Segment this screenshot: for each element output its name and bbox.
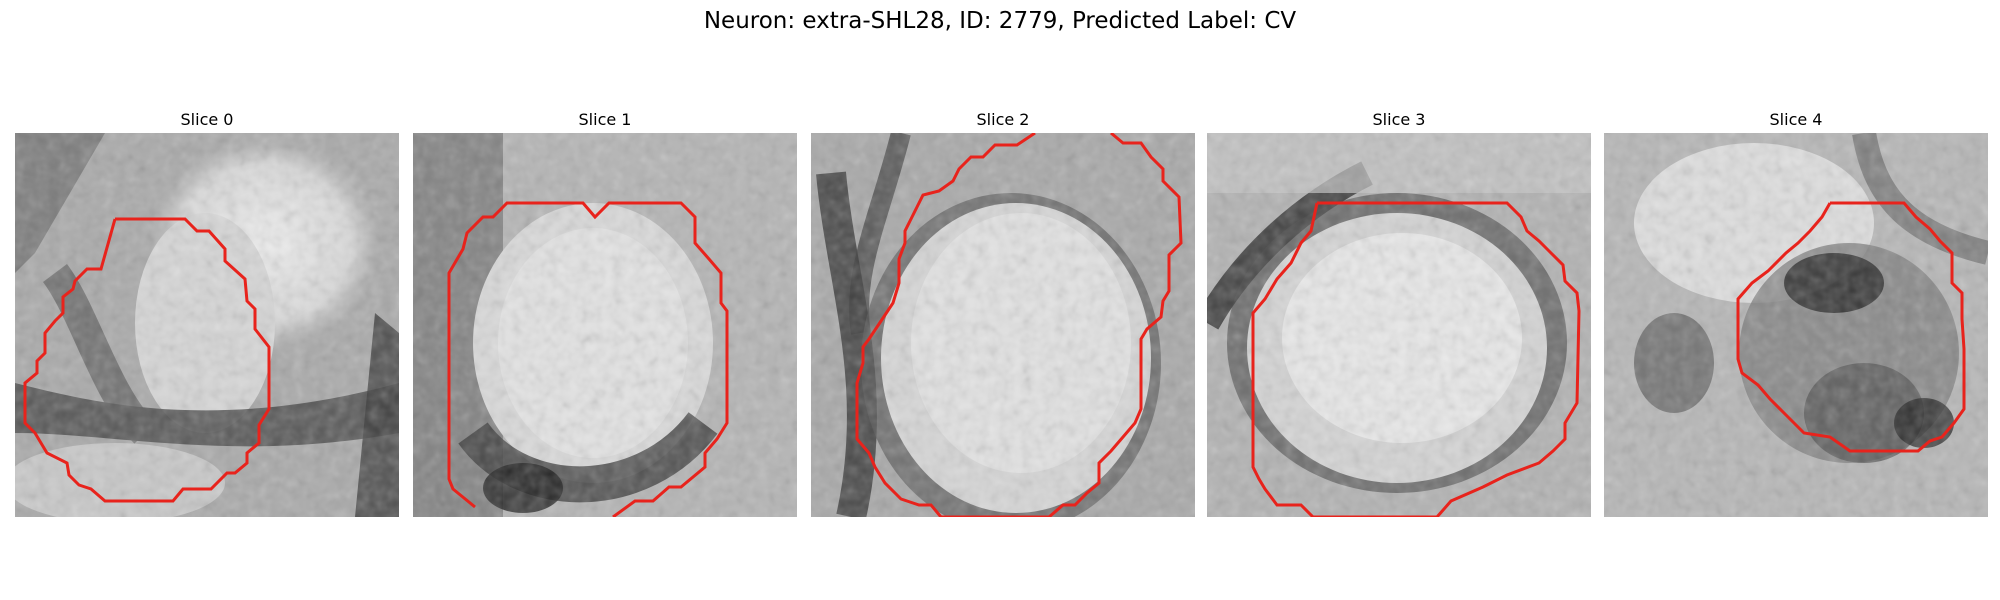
- slice-title-2: Slice 2: [976, 110, 1030, 129]
- slice-image-0: [15, 133, 399, 517]
- contour-3: [1251, 201, 1581, 517]
- contour-4: [1736, 201, 1966, 453]
- slice-image-3: [1207, 133, 1591, 517]
- contour-0: [23, 217, 271, 503]
- slice-image-1: [413, 133, 797, 517]
- slice-title-3: Slice 3: [1372, 110, 1426, 129]
- slice-panel-1: Slice 1: [413, 110, 797, 517]
- slice-title-0: Slice 0: [180, 110, 234, 129]
- slice-image-2: [811, 133, 1195, 517]
- figure-title: Neuron: extra-SHL28, ID: 2779, Predicted…: [703, 8, 1297, 34]
- slice-title-4: Slice 4: [1769, 110, 1823, 129]
- slice-panel-3: Slice 3: [1207, 110, 1591, 517]
- slice-panel-4: Slice 4: [1604, 110, 1988, 517]
- slice-panel-0: Slice 0: [15, 110, 399, 517]
- slice-title-1: Slice 1: [578, 110, 632, 129]
- contour-1: [447, 201, 729, 517]
- slice-panel-2: Slice 2: [811, 110, 1195, 517]
- slice-image-4: [1604, 133, 1988, 517]
- contour-2: [855, 133, 1183, 517]
